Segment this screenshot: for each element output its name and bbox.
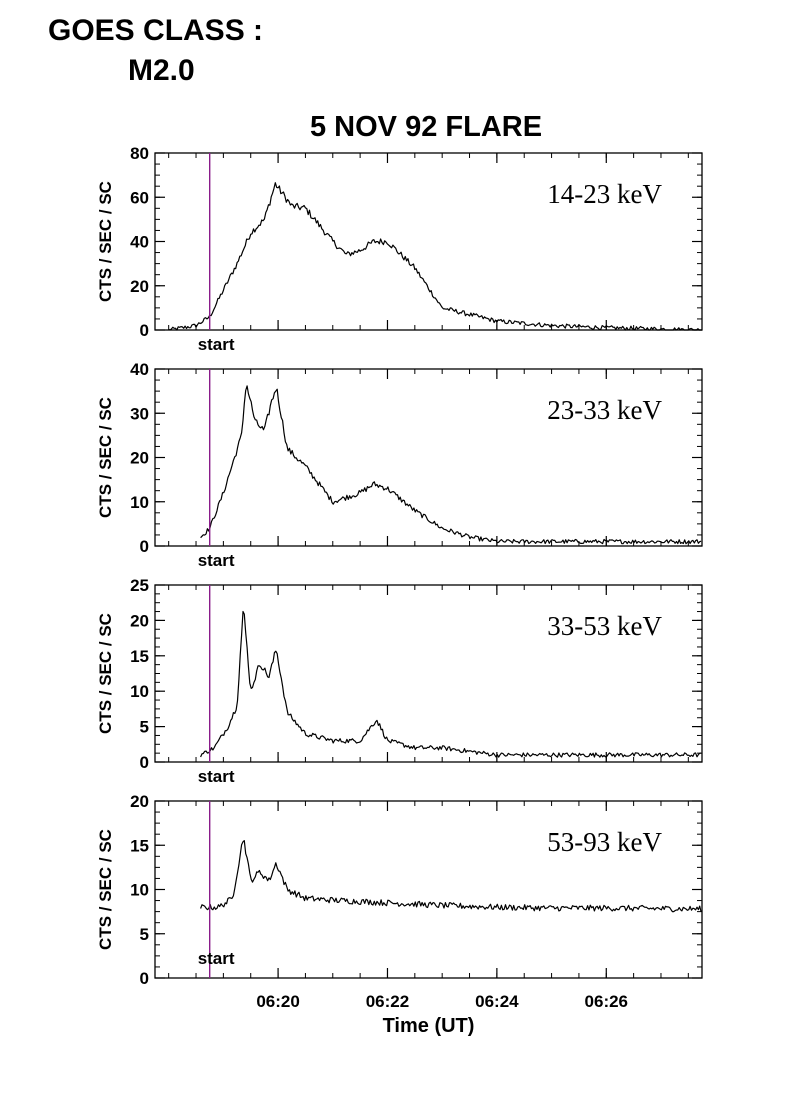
figure-title: 5 NOV 92 FLARE: [310, 111, 543, 143]
y-tick-label: 60: [130, 188, 149, 207]
energy-band-label: 33-53 keV: [547, 611, 662, 641]
start-marker-label: start: [198, 551, 235, 570]
y-tick-label: 0: [140, 321, 149, 340]
y-tick-label: 10: [130, 881, 149, 900]
x-tick-label: 06:22: [366, 992, 409, 1011]
y-tick-label: 25: [130, 576, 149, 595]
panel-2: 0 10 20 30 40 CTS / SEC / SC 23-33 keV start: [96, 360, 703, 570]
x-tick-label: 06:26: [585, 992, 628, 1011]
series-line: [168, 182, 702, 331]
y-tick-label: 0: [140, 537, 149, 556]
goes-class-label: GOES CLASS :: [48, 14, 264, 47]
x-tick-label: 06:20: [256, 992, 299, 1011]
y-tick-label: 15: [130, 836, 149, 855]
y-tick-label: 0: [140, 969, 149, 988]
panel-1: 0 20 40 60 80 CTS / SEC / SC 14-23 keV start: [96, 144, 703, 354]
y-tick-label: 40: [130, 360, 149, 379]
y-tick-label: 15: [130, 647, 149, 666]
start-marker-label: start: [198, 335, 235, 354]
y-axis-label: CTS / SEC / SC: [96, 181, 115, 302]
x-tick-label: 06:24: [475, 992, 519, 1011]
series-line: [200, 385, 702, 545]
y-tick-label: 0: [140, 753, 149, 772]
y-tick-label: 20: [130, 792, 149, 811]
panel-3: 0 5 10 15 20 25 CTS / SEC / SC 33-53 keV start: [96, 576, 703, 786]
series-line: [200, 610, 702, 758]
y-tick-label: 80: [130, 144, 149, 163]
y-axis-label: CTS / SEC / SC: [96, 613, 115, 734]
y-tick-label: 20: [130, 611, 149, 630]
panel-4: 0 5 10 15 20 CTS / SEC / SC 53-93 keV start 06:2…: [96, 792, 703, 1037]
start-marker-label: start: [198, 767, 235, 786]
goes-class-value: M2.0: [128, 54, 195, 87]
y-tick-label: 10: [130, 682, 149, 701]
x-axis-label: Time (UT): [383, 1015, 475, 1037]
y-axis-label: CTS / SEC / SC: [96, 829, 115, 950]
y-tick-label: 5: [140, 925, 149, 944]
y-tick-label: 30: [130, 404, 149, 423]
energy-band-label: 53-93 keV: [547, 827, 662, 857]
start-marker-label: start: [198, 949, 235, 968]
y-tick-label: 10: [130, 493, 149, 512]
energy-band-label: 14-23 keV: [547, 179, 662, 209]
y-tick-label: 5: [140, 718, 149, 737]
y-axis-label: CTS / SEC / SC: [96, 397, 115, 518]
y-tick-label: 40: [130, 233, 149, 252]
energy-band-label: 23-33 keV: [547, 395, 662, 425]
y-tick-label: 20: [130, 277, 149, 296]
y-tick-label: 20: [130, 449, 149, 468]
series-line: [200, 840, 702, 913]
